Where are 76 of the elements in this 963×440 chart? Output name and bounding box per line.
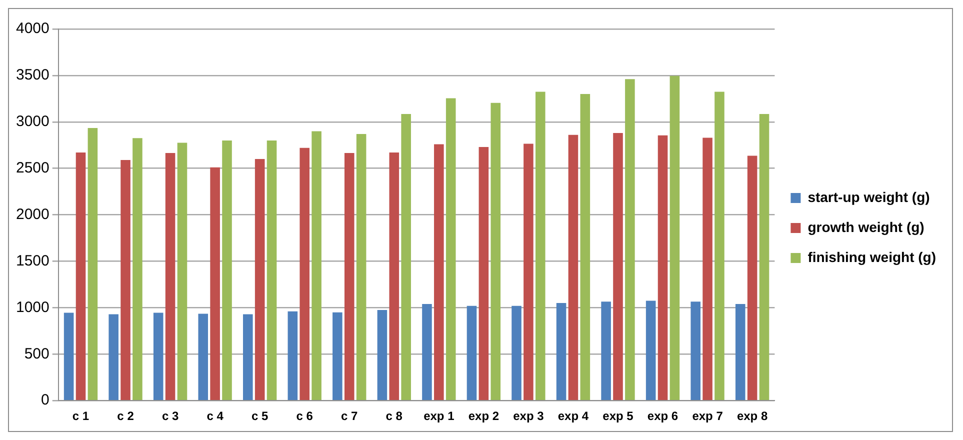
bar: [556, 303, 566, 400]
x-tick-label: exp 8: [736, 409, 768, 424]
x-tick-label: c 6: [296, 409, 314, 424]
bar: [670, 76, 680, 400]
bar: [377, 310, 388, 400]
x-tick-label: exp 5: [602, 409, 634, 424]
bar: [344, 153, 354, 400]
bar: [422, 304, 432, 400]
x-tick-label: c 1: [72, 409, 90, 424]
bar: [108, 314, 118, 400]
legend-label: growth weight (g): [808, 218, 924, 235]
bar: [714, 92, 724, 400]
y-tick-label: 2500: [16, 159, 50, 176]
bar: [266, 140, 277, 400]
bar: [646, 300, 656, 400]
y-tick-label: 2000: [16, 206, 50, 223]
bar: [76, 152, 86, 400]
bar: [300, 148, 310, 400]
bar: [478, 146, 489, 400]
y-tick-label: 1500: [16, 252, 50, 270]
x-tick-label: c 7: [341, 409, 358, 424]
bar: [434, 144, 444, 400]
bar: [613, 133, 623, 400]
bar: [401, 114, 411, 400]
bar: [210, 167, 220, 400]
bar: [747, 156, 758, 400]
bar: [580, 94, 590, 400]
bar: [222, 140, 232, 400]
bar: [524, 144, 534, 400]
bar: [312, 131, 322, 400]
bar: [120, 160, 130, 400]
x-tick-label: exp 7: [692, 409, 724, 424]
legend-label: finishing weight (g): [808, 248, 936, 265]
bar: [356, 134, 366, 400]
x-tick-label: exp 3: [513, 409, 544, 424]
bar: [601, 302, 611, 400]
bar: [490, 102, 501, 400]
bar: [254, 159, 265, 400]
bar: [243, 314, 253, 400]
x-tick-label: c 5: [251, 409, 268, 424]
bar: [690, 302, 700, 400]
x-tick-label: c 4: [206, 409, 224, 424]
bar: [702, 138, 712, 400]
y-tick-label: 4000: [16, 20, 50, 38]
bar: [625, 79, 635, 400]
bar: [165, 153, 176, 400]
x-tick-label: c 2: [117, 409, 134, 424]
bar: [759, 114, 770, 400]
bar: [198, 314, 208, 400]
bar: [658, 135, 668, 400]
x-tick-label: c 8: [386, 409, 403, 424]
x-tick-label: exp 1: [424, 409, 455, 424]
bar: [568, 134, 578, 400]
y-tick-label: 3500: [16, 66, 50, 84]
bar: [88, 128, 98, 400]
bar: [536, 92, 546, 400]
y-tick-label: 3000: [16, 113, 50, 130]
x-tick-label: c 3: [162, 409, 179, 424]
bar: [288, 311, 298, 400]
bar: [735, 304, 746, 400]
bar: [466, 306, 477, 400]
bar: [153, 312, 164, 400]
bar: [446, 98, 456, 400]
x-tick-label: exp 6: [647, 409, 678, 424]
legend-label: start-up weight (g): [808, 188, 930, 205]
bar: [177, 142, 188, 400]
bar: [64, 312, 74, 400]
y-tick-label: 1000: [16, 298, 50, 316]
bar: [389, 152, 400, 400]
bar: [132, 138, 142, 400]
y-tick-label: 0: [41, 392, 50, 409]
x-tick-label: exp 2: [468, 409, 500, 424]
y-tick-label: 500: [24, 345, 50, 362]
x-tick-label: exp 4: [558, 409, 589, 424]
bar: [512, 306, 522, 400]
bar: [332, 312, 342, 400]
